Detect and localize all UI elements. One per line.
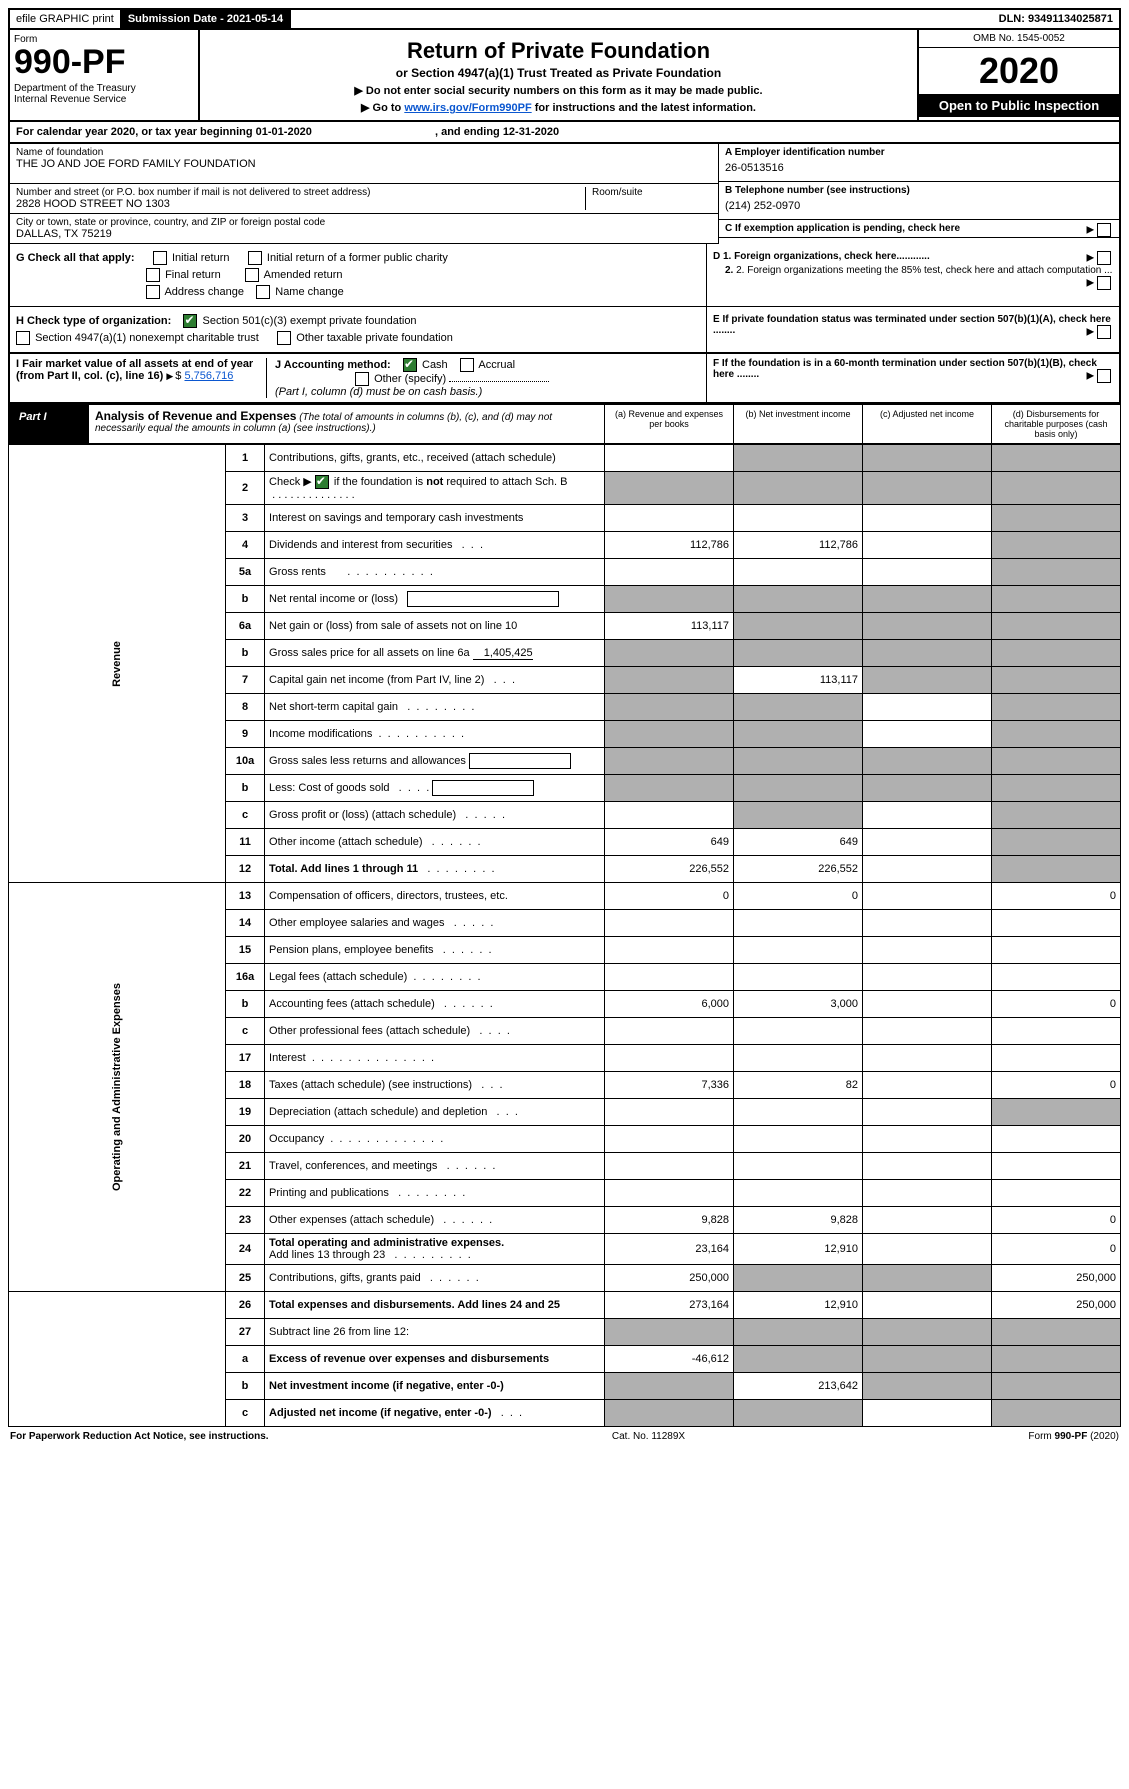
city-cell: City or town, state or province, country… xyxy=(10,214,718,244)
checkbox-other-method[interactable] xyxy=(355,372,369,386)
checkbox-addr-change[interactable] xyxy=(146,285,160,299)
info-block: Name of foundation THE JO AND JOE FORD F… xyxy=(8,144,1121,244)
revenue-sidelabel: Revenue xyxy=(9,445,226,883)
checkbox-d1[interactable] xyxy=(1097,251,1111,265)
foundation-name: THE JO AND JOE FORD FAMILY FOUNDATION xyxy=(16,158,712,170)
top-bar: efile GRAPHIC print Submission Date - 20… xyxy=(8,8,1121,30)
checkbox-4947[interactable] xyxy=(16,331,30,345)
checkbox-accrual[interactable] xyxy=(460,358,474,372)
checkbox-sch-b[interactable] xyxy=(315,475,329,489)
checkbox-initial[interactable] xyxy=(153,251,167,265)
room-suite: Room/suite xyxy=(585,187,712,210)
paperwork-notice: For Paperwork Reduction Act Notice, see … xyxy=(10,1431,269,1442)
calendar-year-row: For calendar year 2020, or tax year begi… xyxy=(8,122,1121,144)
j-label: J Accounting method: xyxy=(275,359,391,371)
checkbox-amended[interactable] xyxy=(245,268,259,282)
ein-cell: A Employer identification number 26-0513… xyxy=(719,144,1119,182)
exemption-pending-cell: C If exemption application is pending, c… xyxy=(719,220,1119,238)
form-header: Form 990-PF Department of the Treasury I… xyxy=(8,30,1121,122)
note-link: ▶ Go to www.irs.gov/Form990PF for instru… xyxy=(206,101,911,114)
fmv-link[interactable]: 5,756,716 xyxy=(184,370,233,382)
phone-value: (214) 252-0970 xyxy=(725,196,1113,216)
form-number: 990-PF xyxy=(14,45,194,79)
checkbox-name-change[interactable] xyxy=(256,285,270,299)
section-g: G Check all that apply: Initial return I… xyxy=(8,244,1121,307)
irs-link[interactable]: www.irs.gov/Form990PF xyxy=(404,102,531,114)
part1-table: Revenue 1Contributions, gifts, grants, e… xyxy=(8,444,1121,1427)
j-note: (Part I, column (d) must be on cash basi… xyxy=(275,386,700,398)
efile-label: efile GRAPHIC print xyxy=(10,10,122,28)
g-label: G Check all that apply: xyxy=(16,252,135,264)
omb-number: OMB No. 1545-0052 xyxy=(919,30,1119,48)
section-h: H Check type of organization: Section 50… xyxy=(8,307,1121,353)
city-state-zip: DALLAS, TX 75219 xyxy=(16,228,712,240)
address-cell: Number and street (or P.O. box number if… xyxy=(10,184,718,214)
foundation-name-cell: Name of foundation THE JO AND JOE FORD F… xyxy=(10,144,718,184)
dept-label: Department of the Treasury Internal Reve… xyxy=(14,83,194,105)
note-ssn: ▶ Do not enter social security numbers o… xyxy=(206,84,911,97)
col-a-header: (a) Revenue and expenses per books xyxy=(604,405,733,443)
dln: DLN: 93491134025871 xyxy=(993,10,1119,28)
checkbox-other-taxable[interactable] xyxy=(277,331,291,345)
form-subtitle: or Section 4947(a)(1) Trust Treated as P… xyxy=(206,66,911,80)
tax-year: 2020 xyxy=(919,48,1119,94)
open-inspection: Open to Public Inspection xyxy=(919,94,1119,117)
form-ref: Form 990-PF (2020) xyxy=(1028,1431,1119,1442)
expenses-sidelabel: Operating and Administrative Expenses xyxy=(9,883,226,1292)
checkbox-c[interactable] xyxy=(1097,223,1111,237)
street-address: 2828 HOOD STREET NO 1303 xyxy=(16,198,585,210)
submission-date: Submission Date - 2021-05-14 xyxy=(122,10,291,28)
checkbox-initial-former[interactable] xyxy=(248,251,262,265)
checkbox-501c3[interactable] xyxy=(183,314,197,328)
page-footer: For Paperwork Reduction Act Notice, see … xyxy=(8,1427,1121,1446)
ein-value: 26-0513516 xyxy=(725,158,1113,178)
col-b-header: (b) Net investment income xyxy=(733,405,862,443)
checkbox-d2[interactable] xyxy=(1097,276,1111,290)
h-label: H Check type of organization: xyxy=(16,315,171,327)
phone-cell: B Telephone number (see instructions) (2… xyxy=(719,182,1119,220)
part1-label: Part I xyxy=(9,405,89,443)
col-c-header: (c) Adjusted net income xyxy=(862,405,991,443)
section-ij: I Fair market value of all assets at end… xyxy=(8,353,1121,404)
checkbox-cash[interactable] xyxy=(403,358,417,372)
part1-title: Analysis of Revenue and Expenses xyxy=(95,409,296,423)
checkbox-e[interactable] xyxy=(1097,325,1111,339)
checkbox-final[interactable] xyxy=(146,268,160,282)
col-d-header: (d) Disbursements for charitable purpose… xyxy=(991,405,1120,443)
form-title: Return of Private Foundation xyxy=(206,38,911,64)
part1-header: Part I Analysis of Revenue and Expenses … xyxy=(8,404,1121,444)
cat-number: Cat. No. 11289X xyxy=(612,1431,685,1442)
checkbox-f[interactable] xyxy=(1097,369,1111,383)
